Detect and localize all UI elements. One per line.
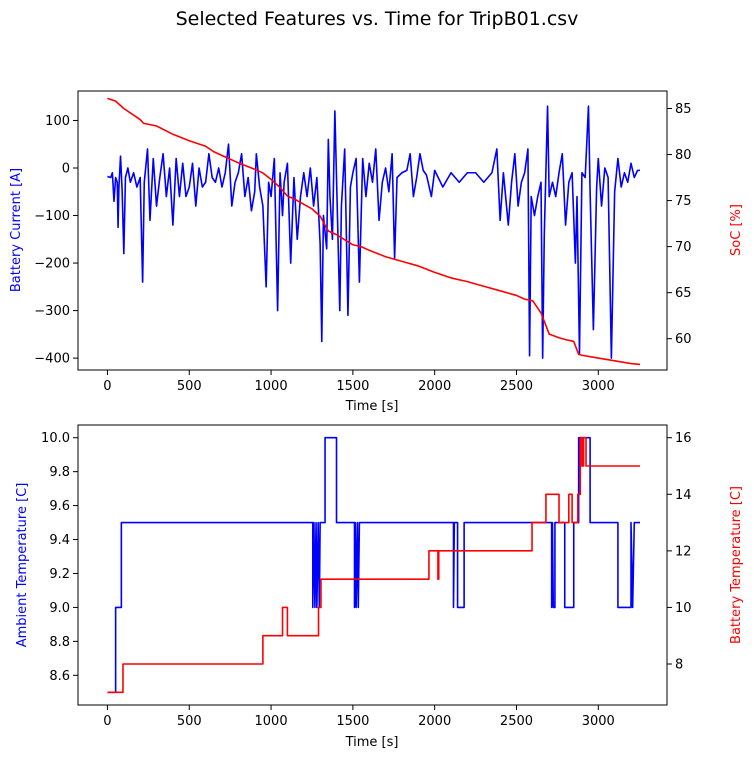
top-x-tick-label: 500: [177, 379, 202, 394]
top-x-axis-label: Time [s]: [345, 399, 399, 414]
top-left-tick-label: −100: [34, 209, 70, 224]
bottom-right-tick-label: 16: [675, 431, 692, 446]
top-x-tick-label: 1000: [255, 379, 288, 394]
top-right-tick-label: 70: [675, 240, 692, 255]
bottom-plot-frame: [77, 424, 668, 706]
bottom-right-axis-label: Battery Temperature [C]: [729, 486, 744, 644]
bottom-x-tick-label: 0: [103, 714, 111, 729]
bottom-x-tick-label: 2000: [418, 714, 451, 729]
bottom-left-tick-label: 9.0: [49, 601, 70, 616]
bottom-x-tick-label: 2500: [500, 714, 533, 729]
top-series-blue-line: [107, 105, 640, 359]
bottom-right-tick-label: 10: [675, 601, 692, 616]
top-left-tick-label: −300: [34, 304, 70, 319]
top-x-tick-label: 2500: [500, 379, 533, 394]
top-right-tick-label: 65: [675, 286, 692, 301]
bottom-left-tick-label: 9.4: [49, 533, 70, 548]
bottom-left-tick-label: 10.0: [41, 431, 70, 446]
bottom-x-tick-label: 3000: [582, 714, 615, 729]
bottom-left-tick-label: 9.6: [49, 499, 70, 514]
top-left-tick-label: 0: [62, 161, 70, 176]
top-plot: 0 500 1000 1500 2000 2500 3000 1000−100−200−30…: [9, 90, 744, 414]
bottom-x-tick-label: 1000: [255, 714, 288, 729]
bottom-series-red-line: [107, 436, 640, 694]
figure-title: Selected Features vs. Time for TripB01.c…: [176, 8, 579, 30]
bottom-x-tick-label: 500: [177, 714, 202, 729]
bottom-right-tick-label: 12: [675, 544, 692, 559]
top-right-tick-label: 85: [675, 102, 692, 117]
bottom-right-tick-label: 14: [675, 488, 692, 503]
bottom-left-tick-label: 8.8: [49, 635, 70, 650]
bottom-left-axis-label: Ambient Temperature [C]: [15, 483, 30, 648]
top-x-tick-label: 1500: [336, 379, 369, 394]
top-left-tick-label: 100: [45, 114, 70, 129]
top-series-red-line: [107, 97, 641, 366]
top-x-tick-label: 0: [103, 379, 111, 394]
bottom-x-tick-label: 1500: [336, 714, 369, 729]
top-x-tick-label: 3000: [582, 379, 615, 394]
top-left-tick-label: −400: [34, 352, 70, 367]
bottom-right-tick-label: 8: [675, 657, 683, 672]
top-right-axis-label: SoC [%]: [729, 204, 744, 256]
top-right-tick-label: 75: [675, 194, 692, 209]
top-left-axis-label: Battery Current [A]: [9, 168, 24, 292]
bottom-left-tick-label: 9.8: [49, 465, 70, 480]
top-right-tick-label: 80: [675, 148, 692, 163]
top-plot-frame: [77, 90, 668, 371]
bottom-plot: 0 500 1000 1500 2000 2500 3000 8.6 8.8 9.0 9.2 9.4…: [15, 424, 744, 750]
top-right-tick-label: 60: [675, 332, 692, 347]
bottom-left-tick-label: 8.6: [49, 669, 70, 684]
bottom-series-blue-line: [107, 436, 640, 694]
bottom-left-tick-label: 9.2: [49, 567, 70, 582]
top-x-tick-label: 2000: [418, 379, 451, 394]
bottom-x-axis-label: Time [s]: [345, 735, 399, 750]
top-left-tick-label: −200: [34, 257, 70, 272]
